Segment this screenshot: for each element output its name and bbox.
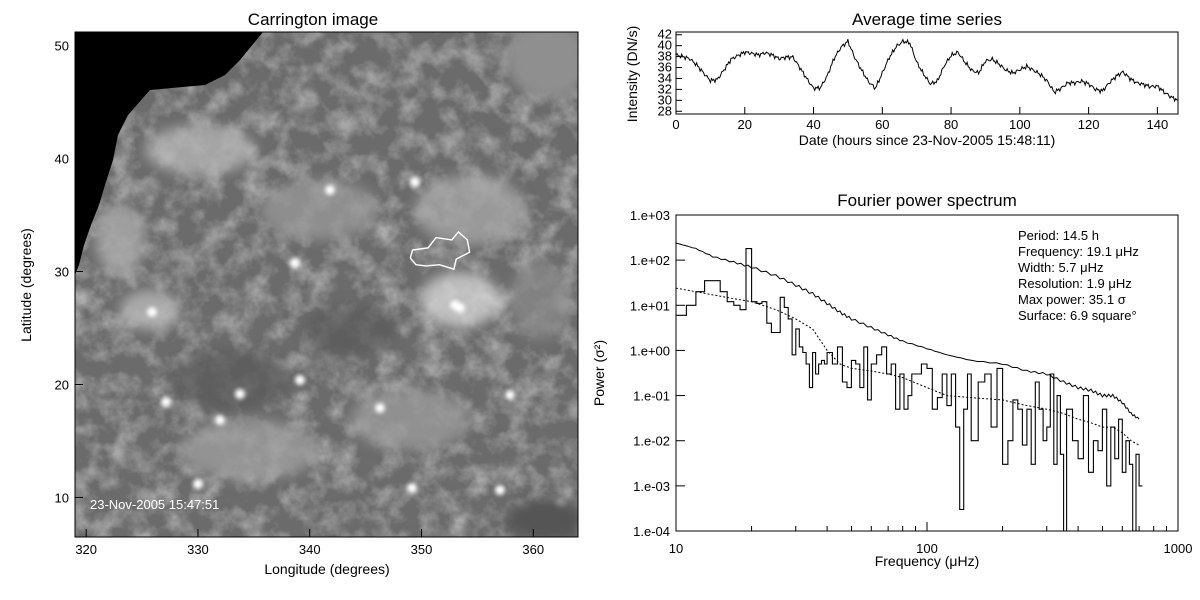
time-series-y-tick-label: 30 <box>658 92 672 107</box>
solar-brightening <box>415 175 525 245</box>
spectrum-y-tick-label: 1.e-01 <box>633 389 670 404</box>
solar-brightening <box>510 260 570 340</box>
spectrum-y-tick-label: 1.e-02 <box>633 434 670 449</box>
bright-point <box>215 415 225 425</box>
time-series-x-tick-label: 140 <box>1147 117 1169 132</box>
carrington-x-tick-label: 320 <box>75 542 97 557</box>
time-series-plot-frame <box>675 31 1179 115</box>
carrington-y-tick-label: 40 <box>55 152 69 167</box>
roi-contour <box>409 231 471 271</box>
carrington-x-ticks: 320 330 340 350 360 <box>75 529 544 557</box>
solar-brightening <box>260 180 380 240</box>
carrington-x-tick-label: 350 <box>411 542 433 557</box>
time-series-y-tick-label: 32 <box>658 81 672 96</box>
time-series-y-tick-label: 38 <box>658 49 672 64</box>
bright-point <box>407 483 417 493</box>
carrington-ylabel: Latitude (degrees) <box>18 228 34 342</box>
carrington-image <box>75 32 578 537</box>
spectrum-y-tick-label: 1.e-03 <box>633 479 670 494</box>
carrington-image-panel: Carrington image 320 330 340 350 360 10 20 30 4… <box>18 10 579 577</box>
spectrum-background-line <box>676 287 1140 446</box>
solar-brightening <box>305 305 395 355</box>
carrington-x-tick-label: 340 <box>299 542 321 557</box>
carrington-y-tick-label: 30 <box>55 265 69 280</box>
info-frequency: Frequency: 19.1 μHz <box>1018 244 1139 259</box>
time-series-x-tick-label: 40 <box>806 117 820 132</box>
bright-point <box>410 177 420 187</box>
solar-brightening <box>95 205 145 275</box>
carrington-plot-frame <box>74 31 579 538</box>
time-series-x-tick-label: 0 <box>672 117 679 132</box>
power-spectrum-title: Fourier power spectrum <box>837 191 1017 210</box>
info-resolution: Resolution: 1.9 μHz <box>1018 276 1132 291</box>
time-series-xlabel: Date (hours since 23-Nov-2005 15:48:11) <box>799 132 1056 148</box>
power-spectrum-xlabel: Frequency (μHz) <box>875 553 980 569</box>
bright-point <box>295 375 305 385</box>
bright-point <box>235 389 245 399</box>
spectrum-y-tick-label: 1.e+02 <box>630 253 670 268</box>
solar-brightening <box>350 390 470 450</box>
solar-brightening <box>145 125 255 175</box>
time-series-y-tick-label: 40 <box>658 38 672 53</box>
spectrum-y-tick-label: 1.e+03 <box>630 208 670 223</box>
carrington-y-tick-label: 20 <box>55 377 69 392</box>
time-series-y-tick-label: 34 <box>658 70 672 85</box>
power-spectrum-y-ticks: 1.e+03 1.e+02 1.e+01 1.e+00 1.e-01 1.e-02 1.e-… <box>630 208 685 539</box>
time-series-x-tick-label: 120 <box>1078 117 1100 132</box>
info-width: Width: 5.7 μHz <box>1018 260 1104 275</box>
time-series-line <box>676 38 1178 103</box>
spectrum-info-box: Period: 14.5 h Frequency: 19.1 μHz Width… <box>1018 228 1139 323</box>
time-series-panel: Average time series 0 20 40 60 80 100 120 140 2… <box>624 10 1179 148</box>
solar-brightening <box>180 420 320 480</box>
carrington-x-tick-label: 360 <box>522 542 544 557</box>
bright-point <box>450 300 460 310</box>
info-surface: Surface: 6.9 square° <box>1018 308 1137 323</box>
time-series-title: Average time series <box>852 10 1002 29</box>
spectrum-x-tick-label: 1000 <box>1164 541 1193 556</box>
carrington-xlabel: Longitude (degrees) <box>264 561 389 577</box>
carrington-timestamp: 23-Nov-2005 15:47:51 <box>90 497 219 512</box>
solar-brightening <box>170 350 290 410</box>
carrington-y-tick-label: 50 <box>55 39 69 54</box>
time-series-y-tick-label: 36 <box>658 60 672 75</box>
carrington-title: Carrington image <box>248 10 378 29</box>
time-series-x-tick-label: 100 <box>1009 117 1031 132</box>
carrington-y-ticks: 10 20 30 40 50 <box>55 39 83 505</box>
power-spectrum-panel: Fourier power spectrum 10 100 1000 1.e+031… <box>591 191 1192 569</box>
carrington-x-tick-label: 330 <box>187 542 209 557</box>
spectrum-confidence-line <box>676 242 1140 420</box>
bright-point <box>325 185 335 195</box>
bright-point <box>495 485 505 495</box>
bright-point <box>505 390 515 400</box>
bright-point <box>161 397 171 407</box>
spectrum-y-tick-label: 1.e+00 <box>630 343 670 358</box>
bright-point <box>375 403 385 413</box>
time-series-y-tick-label: 42 <box>658 27 672 42</box>
info-max-power: Max power: 35.1 σ <box>1018 292 1126 307</box>
power-spectrum-x-ticks: 10 100 1000 <box>669 522 1193 556</box>
bright-point <box>193 479 203 489</box>
time-series-x-ticks: 0 20 40 60 80 100 120 140 <box>672 107 1168 132</box>
spectrum-x-tick-label: 100 <box>916 541 938 556</box>
time-series-x-tick-label: 80 <box>944 117 958 132</box>
time-series-x-tick-label: 20 <box>738 117 752 132</box>
solar-brightening <box>420 272 500 328</box>
bright-point <box>290 258 300 268</box>
off-disk-region <box>75 32 263 275</box>
power-spectrum-ylabel: Power (σ²) <box>591 340 607 406</box>
spectrum-x-tick-label: 10 <box>669 541 683 556</box>
spectrum-power-step <box>676 248 1143 531</box>
time-series-ylabel: Intensity (DN/s) <box>624 26 640 122</box>
spectrum-y-tick-label: 1.e-04 <box>633 524 670 539</box>
info-period: Period: 14.5 h <box>1018 228 1099 243</box>
time-series-y-tick-label: 28 <box>658 103 672 118</box>
carrington-y-tick-label: 10 <box>55 490 69 505</box>
spectrum-y-tick-label: 1.e+01 <box>630 298 670 313</box>
bright-point <box>147 307 157 317</box>
time-series-x-tick-label: 60 <box>875 117 889 132</box>
